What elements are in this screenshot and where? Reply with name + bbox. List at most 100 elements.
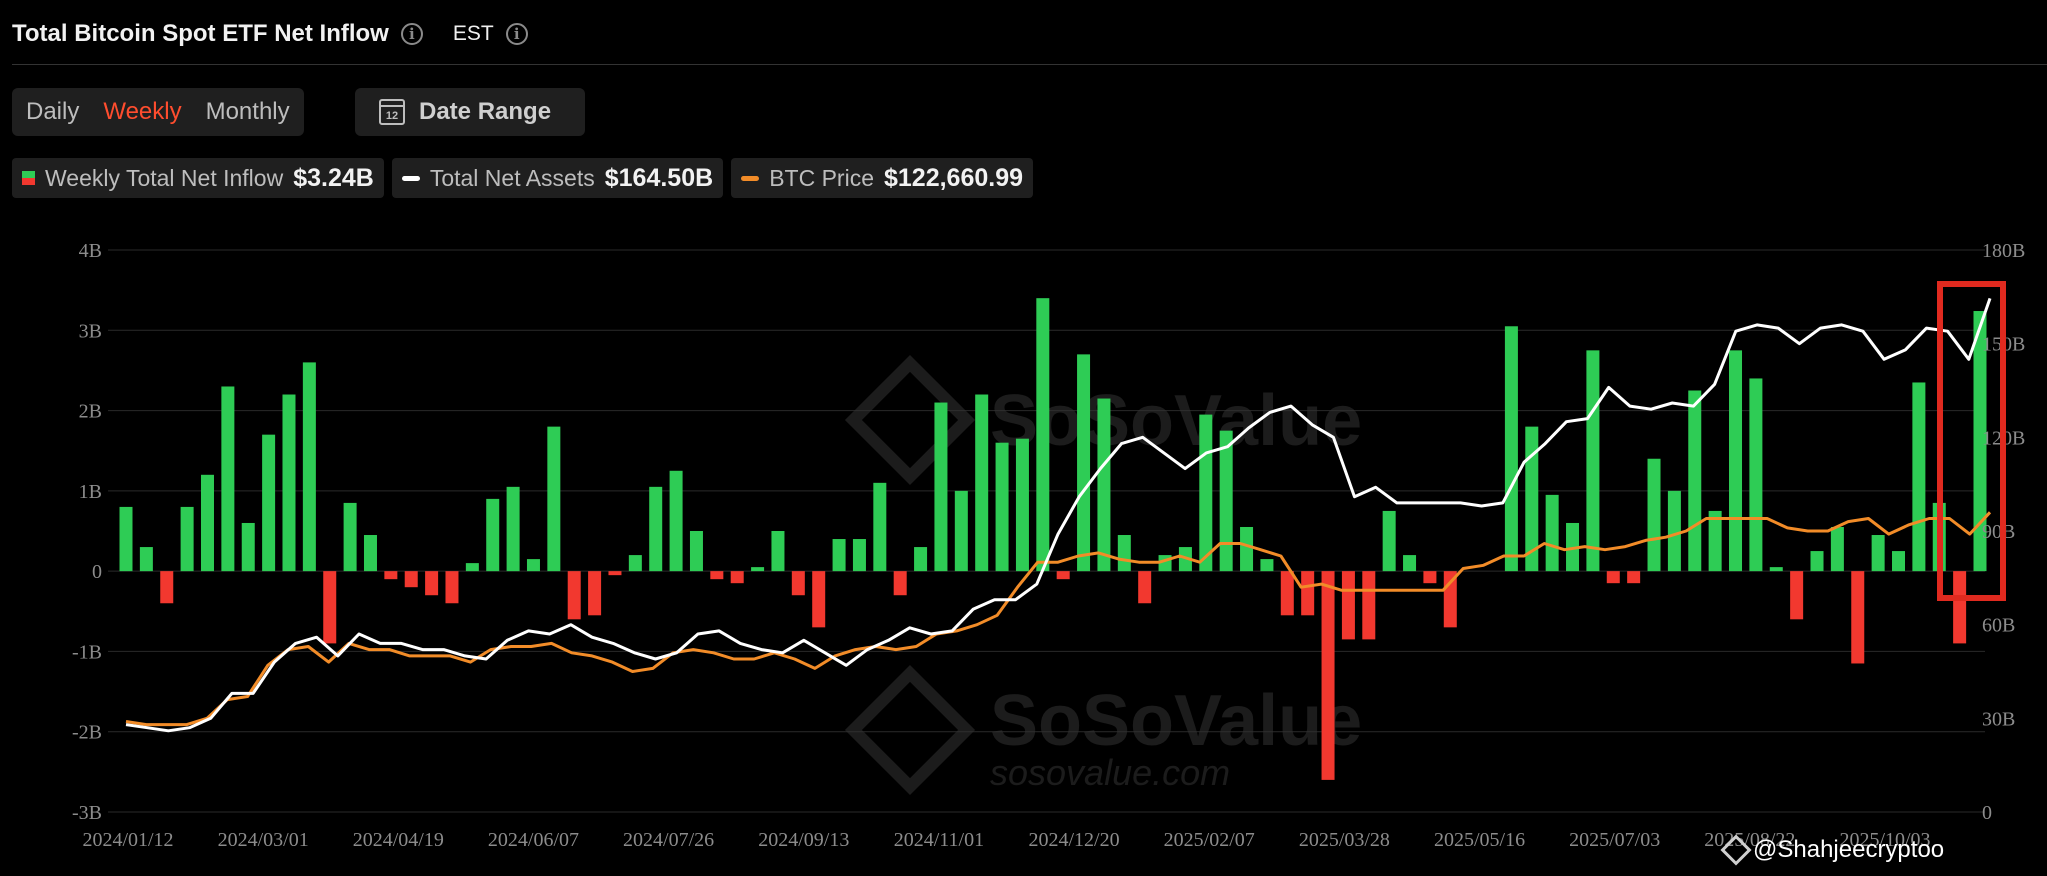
x-tick-label: 2025/08/22 xyxy=(1704,829,1795,851)
timezone-info-icon[interactable]: i xyxy=(505,23,528,45)
inflow-bar-positive xyxy=(1199,414,1213,572)
tab-monthly[interactable]: Monthly xyxy=(205,98,290,125)
inflow-bar-negative xyxy=(893,571,907,596)
calendar-icon: 12 xyxy=(379,99,405,125)
chart-title: Total Bitcoin Spot ETF Net Inflow xyxy=(12,20,389,47)
x-tick-label: 2025/10/03 xyxy=(1839,829,1930,851)
inflow-bar-positive xyxy=(262,434,276,572)
inflow-bar-positive xyxy=(1708,510,1722,572)
x-tick-label: 2024/11/01 xyxy=(894,829,984,851)
inflow-bar-negative xyxy=(160,571,174,604)
binance-logo-icon xyxy=(1720,834,1752,866)
inflow-bar-positive xyxy=(547,426,561,572)
inflow-bar-positive xyxy=(302,362,316,572)
x-tick-label: 2024/01/12 xyxy=(82,829,173,851)
inflow-bar-positive xyxy=(139,547,153,572)
inflow-bar-positive xyxy=(1219,430,1233,572)
inflow-bar-positive xyxy=(689,531,703,572)
inflow-bar-negative xyxy=(1790,571,1804,620)
date-range-button[interactable]: 12 Date Range xyxy=(355,88,585,136)
inflow-bar-negative xyxy=(1851,571,1865,664)
legend-item-net-inflow[interactable]: Weekly Total Net Inflow $3.24B xyxy=(12,158,384,198)
inflow-bar-positive xyxy=(1810,551,1824,572)
legend-label-btc-price: BTC Price xyxy=(769,164,874,191)
inflow-bar-positive xyxy=(119,506,133,572)
inflow-bar-positive xyxy=(1667,490,1681,572)
period-toggle: Daily Weekly Monthly xyxy=(12,88,304,136)
x-tick-label: 2024/06/07 xyxy=(488,829,579,851)
inflow-bar-positive xyxy=(852,539,866,572)
inflow-bar-positive xyxy=(995,442,1009,572)
inflow-bar-negative xyxy=(608,571,622,576)
inflow-bar-positive xyxy=(343,502,357,572)
inflow-bar-positive xyxy=(1077,354,1091,572)
chart-lines xyxy=(125,297,1992,733)
x-tick-label: 2025/03/28 xyxy=(1299,829,1390,851)
inflow-bar-positive xyxy=(1892,551,1906,572)
watermark-url: sosovalue.com xyxy=(990,752,1230,793)
inflow-bar-positive xyxy=(1647,458,1661,572)
tab-weekly[interactable]: Weekly xyxy=(103,98,182,125)
x-tick-label: 2024/09/13 xyxy=(758,829,849,851)
inflow-bar-positive xyxy=(1586,350,1600,572)
x-tick-label: 2024/12/20 xyxy=(1029,829,1120,851)
legend-value-net-inflow: $3.24B xyxy=(293,163,374,192)
x-tick-label: 2025/02/07 xyxy=(1164,829,1255,851)
inflow-bar-negative xyxy=(1362,571,1376,640)
inflow-bar-negative xyxy=(323,571,337,644)
inflow-bar-positive xyxy=(1260,559,1274,572)
inflow-bar-negative xyxy=(812,571,826,628)
tab-daily[interactable]: Daily xyxy=(26,98,80,125)
net-assets-line xyxy=(125,297,1992,733)
y-left-tick-label: -1B xyxy=(72,641,102,663)
inflow-bar-positive xyxy=(751,567,765,572)
x-tick-label: 2025/07/03 xyxy=(1569,829,1660,851)
legend-item-btc-price[interactable]: BTC Price $122,660.99 xyxy=(731,158,1034,198)
inflow-bar-positive xyxy=(1545,494,1559,572)
legend-value-btc-price: $122,660.99 xyxy=(883,163,1024,192)
inflow-bar-positive xyxy=(873,482,887,572)
legend-item-net-assets[interactable]: Total Net Assets $164.50B xyxy=(391,158,724,198)
inflow-bar-negative xyxy=(1280,571,1294,616)
inflow-bar-negative xyxy=(1321,571,1335,780)
inflow-bar-positive xyxy=(628,555,642,572)
inflow-bar-positive xyxy=(241,522,255,572)
x-tick-label: 2024/07/26 xyxy=(623,829,714,851)
inflow-bar-negative xyxy=(1953,571,1967,644)
chart-watermark: SoSoValue SoSoValue sosovalue.com xyxy=(844,354,1362,796)
inflow-bar-positive xyxy=(506,486,520,572)
title-info-icon[interactable]: i xyxy=(400,23,423,45)
x-tick-label: 2024/03/01 xyxy=(218,829,309,851)
chart-axes: 4B3B2B1B0-1B-2B-3B180B150B120B90B60B30B0… xyxy=(72,240,2025,851)
assets-swatch-icon xyxy=(401,175,420,181)
y-left-tick-label: 2B xyxy=(79,401,102,423)
btc-price-line xyxy=(125,511,1992,727)
inflow-bar-positive xyxy=(221,386,235,572)
inflow-bar-positive xyxy=(1403,555,1417,572)
header-divider xyxy=(12,64,2047,65)
inflow-bar-positive xyxy=(1036,298,1050,572)
inflow-bar-positive xyxy=(1749,378,1763,572)
inflow-bar-negative xyxy=(445,571,459,604)
inflow-bar-positive xyxy=(1240,526,1254,572)
y-left-tick-label: 4B xyxy=(79,240,102,262)
y-left-tick-label: -3B xyxy=(72,802,102,824)
inflow-bars xyxy=(119,298,1987,780)
inflow-bar-positive xyxy=(954,490,968,572)
inflow-bar-negative xyxy=(588,571,602,616)
inflow-bar-positive xyxy=(1525,426,1539,572)
inflow-bar-negative xyxy=(404,571,418,588)
inflow-bar-negative xyxy=(1606,571,1620,584)
inflow-bar-positive xyxy=(465,563,479,572)
legend-value-net-assets: $164.50B xyxy=(604,163,714,192)
inflow-bar-positive xyxy=(1117,535,1131,572)
watermark-brand-lower: SoSoValue xyxy=(990,681,1362,761)
inflow-bar-positive xyxy=(669,470,683,572)
y-right-tick-label: 90B xyxy=(1982,521,2015,543)
inflow-bar-positive xyxy=(200,474,214,572)
inflow-bar-negative xyxy=(425,571,439,596)
inflow-bar-positive xyxy=(486,498,500,572)
inflow-bar-negative xyxy=(1138,571,1152,604)
inflow-bar-positive xyxy=(363,535,377,572)
